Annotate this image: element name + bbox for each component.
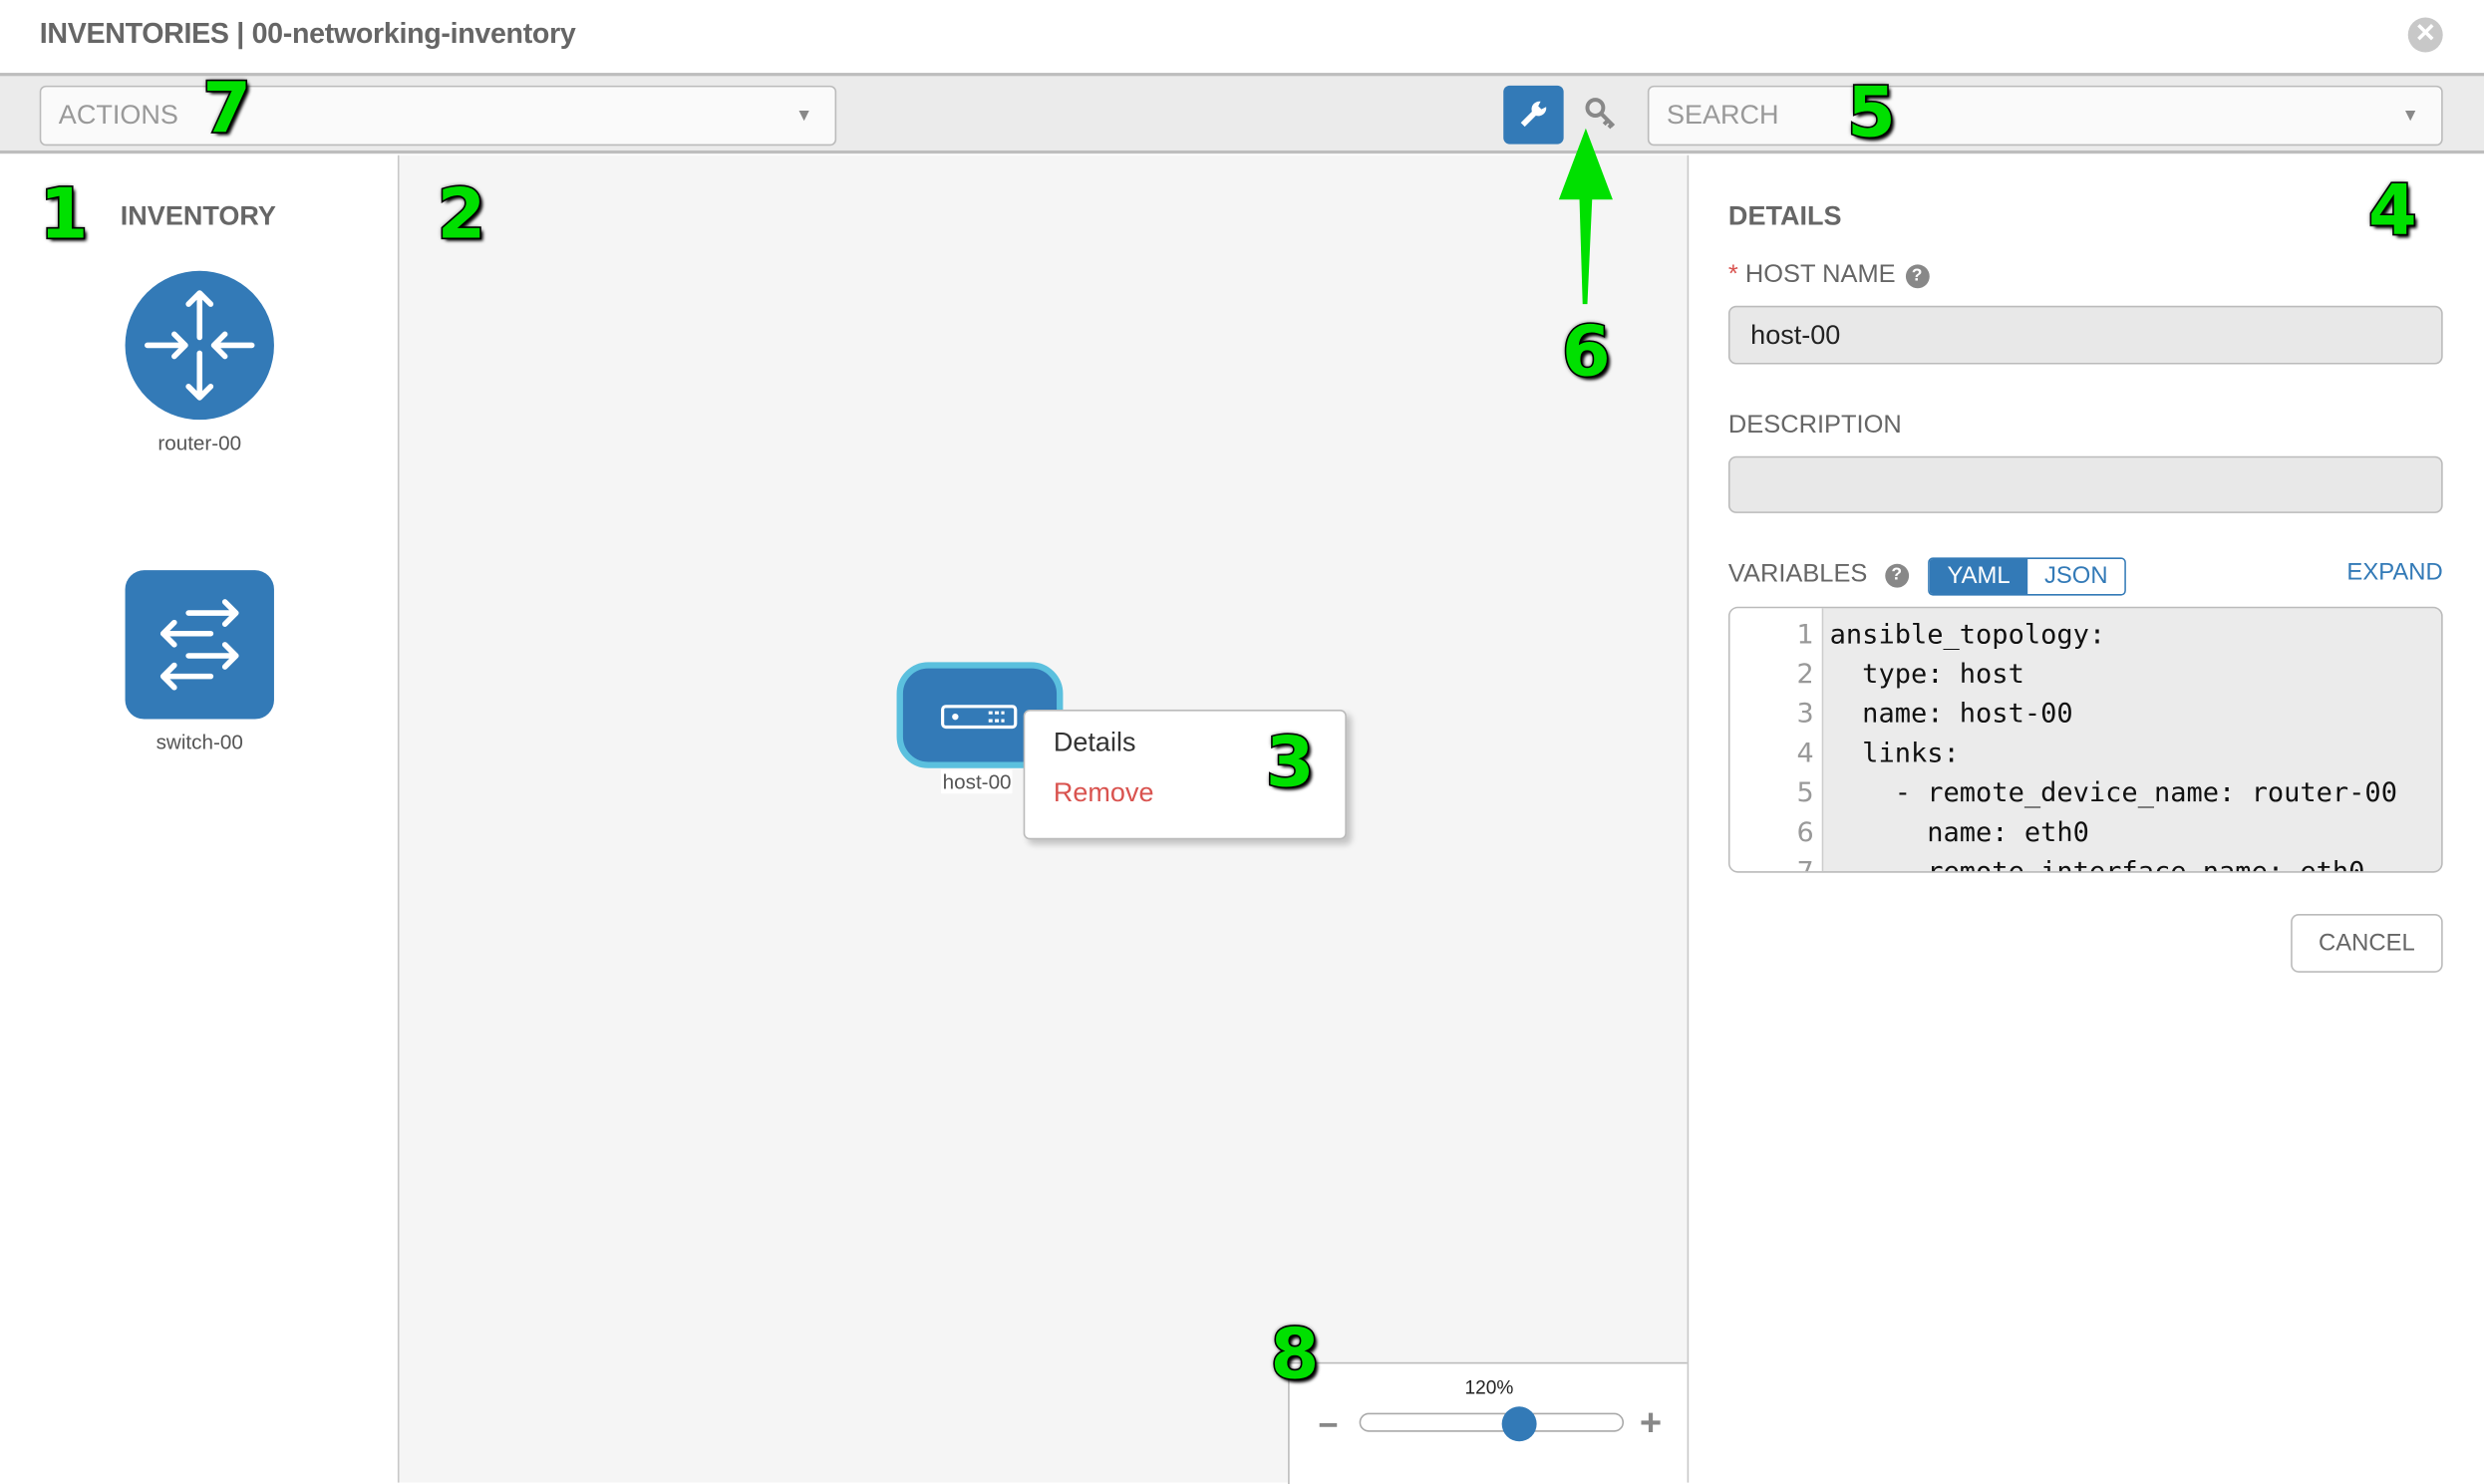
expand-link[interactable]: EXPAND [2346,559,2443,587]
required-mark: * [1727,261,1738,289]
annotation-7: 7 [201,67,253,150]
page-title: INVENTORIES | 00-networking-inventory [39,17,576,50]
annotation-5: 5 [1846,72,1898,155]
context-menu-remove[interactable]: Remove [1053,777,1154,808]
annotation-4: 4 [2366,169,2418,253]
inventory-item-router[interactable] [125,270,274,421]
actions-dropdown[interactable]: ACTIONS ▼ [39,85,837,147]
chevron-down-icon: ▼ [795,106,813,126]
zoom-control: 120% − + [1288,1361,1690,1484]
key-icon [1585,98,1616,130]
annotation-3: 3 [1264,721,1316,804]
help-icon[interactable]: ? [1905,264,1929,289]
zoom-out-icon[interactable]: − [1318,1404,1339,1445]
annotation-arrow-icon [1558,128,1613,305]
wrench-icon [1520,101,1547,128]
zoom-level: 120% [1464,1376,1514,1399]
context-menu: Details Remove [1023,710,1347,840]
host-name-input[interactable] [1727,305,2443,365]
details-title: DETAILS [1727,200,1842,232]
host-node-label: host-00 [941,769,1014,794]
annotation-1: 1 [38,172,90,256]
line-number: 6 [1796,817,1814,849]
code-line: - remote_device_name: router-00 [1829,777,2397,810]
zoom-slider[interactable] [1359,1412,1625,1432]
host-name-label: * HOST NAME? [1728,261,1929,290]
code-line: remote_interface_name: eth0 [1829,856,2365,873]
line-number: 4 [1796,738,1814,770]
json-toggle[interactable]: JSON [2027,559,2125,594]
line-number: 5 [1796,777,1814,810]
chevron-down-icon: ▼ [2401,106,2419,126]
description-input[interactable] [1727,455,2443,513]
line-number: 3 [1796,698,1814,731]
annotation-2: 2 [436,172,487,256]
switch-icon [159,599,239,691]
inventory-item-switch[interactable] [125,570,274,720]
router-icon [145,290,255,401]
close-icon[interactable]: ✕ [2407,17,2443,53]
code-line: links: [1829,738,1960,770]
router-label: router-00 [157,431,242,455]
context-menu-details[interactable]: Details [1053,727,1136,757]
annotation-8: 8 [1269,1314,1321,1397]
wrench-button[interactable] [1503,85,1564,145]
description-label: DESCRIPTION [1727,412,1902,440]
code-line: name: host-00 [1829,698,2073,731]
key-button[interactable] [1583,95,1621,133]
code-line: name: eth0 [1829,817,2089,849]
switch-label: switch-00 [155,730,243,754]
annotation-6: 6 [1560,311,1612,395]
line-number: 7 [1796,856,1814,873]
line-number: 1 [1796,619,1814,652]
variables-editor[interactable]: 1 ansible_topology: 2 type: host 3 name: ho… [1727,606,2443,873]
search-dropdown[interactable]: SEARCH ▼ [1647,85,2443,147]
actions-placeholder: ACTIONS [58,100,178,131]
code-line: ansible_topology: [1829,619,2106,652]
line-number: 2 [1796,659,1814,691]
variables-label: VARIABLES? [1728,561,1909,590]
format-toggle: YAML JSON [1928,557,2126,596]
host-icon [941,705,1018,730]
line-number-gutter [1729,608,1824,872]
variables-label-text: VARIABLES [1727,560,1868,588]
host-name-label-text: HOST NAME [1744,261,1896,289]
zoom-in-icon[interactable]: + [1639,1401,1663,1445]
code-line: type: host [1829,659,2024,691]
yaml-toggle[interactable]: YAML [1929,559,2028,594]
inventory-title: INVENTORY [120,200,276,232]
zoom-slider-thumb[interactable] [1501,1406,1537,1442]
help-icon[interactable]: ? [1884,563,1909,588]
search-placeholder: SEARCH [1666,100,1779,131]
cancel-button[interactable]: CANCEL [2291,914,2443,973]
